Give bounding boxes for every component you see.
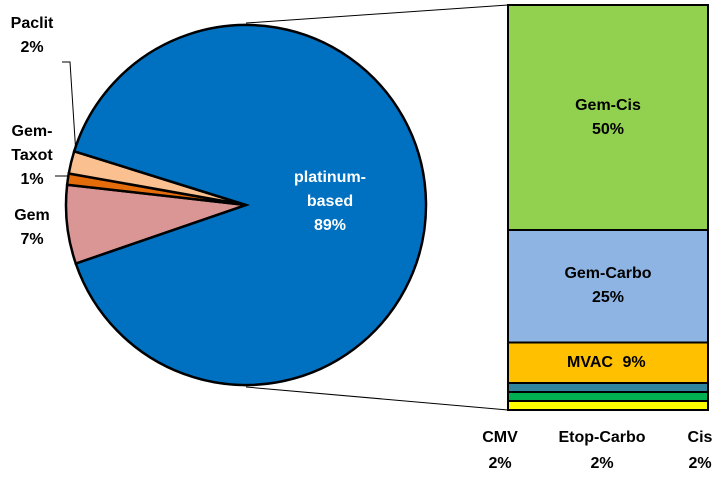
bar-value-label: 25% [591, 289, 625, 307]
bar-category-label: MVAC [567, 353, 613, 371]
bar-segment [507, 400, 709, 411]
pie-value-label: 2% [20, 39, 44, 56]
bar-value-label: 2% [688, 455, 712, 472]
bar-category-label: Gem-Carbo [564, 265, 652, 283]
bar-segment [507, 229, 709, 344]
pie-category-label: Gem [14, 207, 50, 224]
bar-segment [507, 391, 709, 402]
bar-category-label: Cis [687, 429, 713, 446]
pie-slice [72, 23, 428, 387]
pie-category-label: Paclit [10, 15, 54, 32]
pie-category-label: platinum-based [294, 169, 366, 210]
connector [245, 386, 509, 411]
pie-category-label: Gem-Taxot [11, 123, 53, 164]
bar-category-label: CMV [482, 429, 518, 446]
connector [245, 4, 509, 24]
pie-value-label: 89% [313, 217, 347, 234]
pie-value-label: 7% [20, 231, 44, 248]
pie-value-label: 1% [20, 171, 44, 188]
bar-value-label: 2% [590, 455, 614, 472]
bar-segment [507, 4, 709, 231]
bar-value-label: 50% [591, 120, 625, 138]
bar-value-label: 9% [622, 353, 646, 371]
bar-category-label: Etop-Carbo [558, 429, 646, 446]
bar-category-label: Gem-Cis [575, 96, 641, 114]
leader-line [62, 61, 77, 156]
bar-segment [507, 382, 709, 393]
bar-value-label: 2% [488, 455, 512, 472]
